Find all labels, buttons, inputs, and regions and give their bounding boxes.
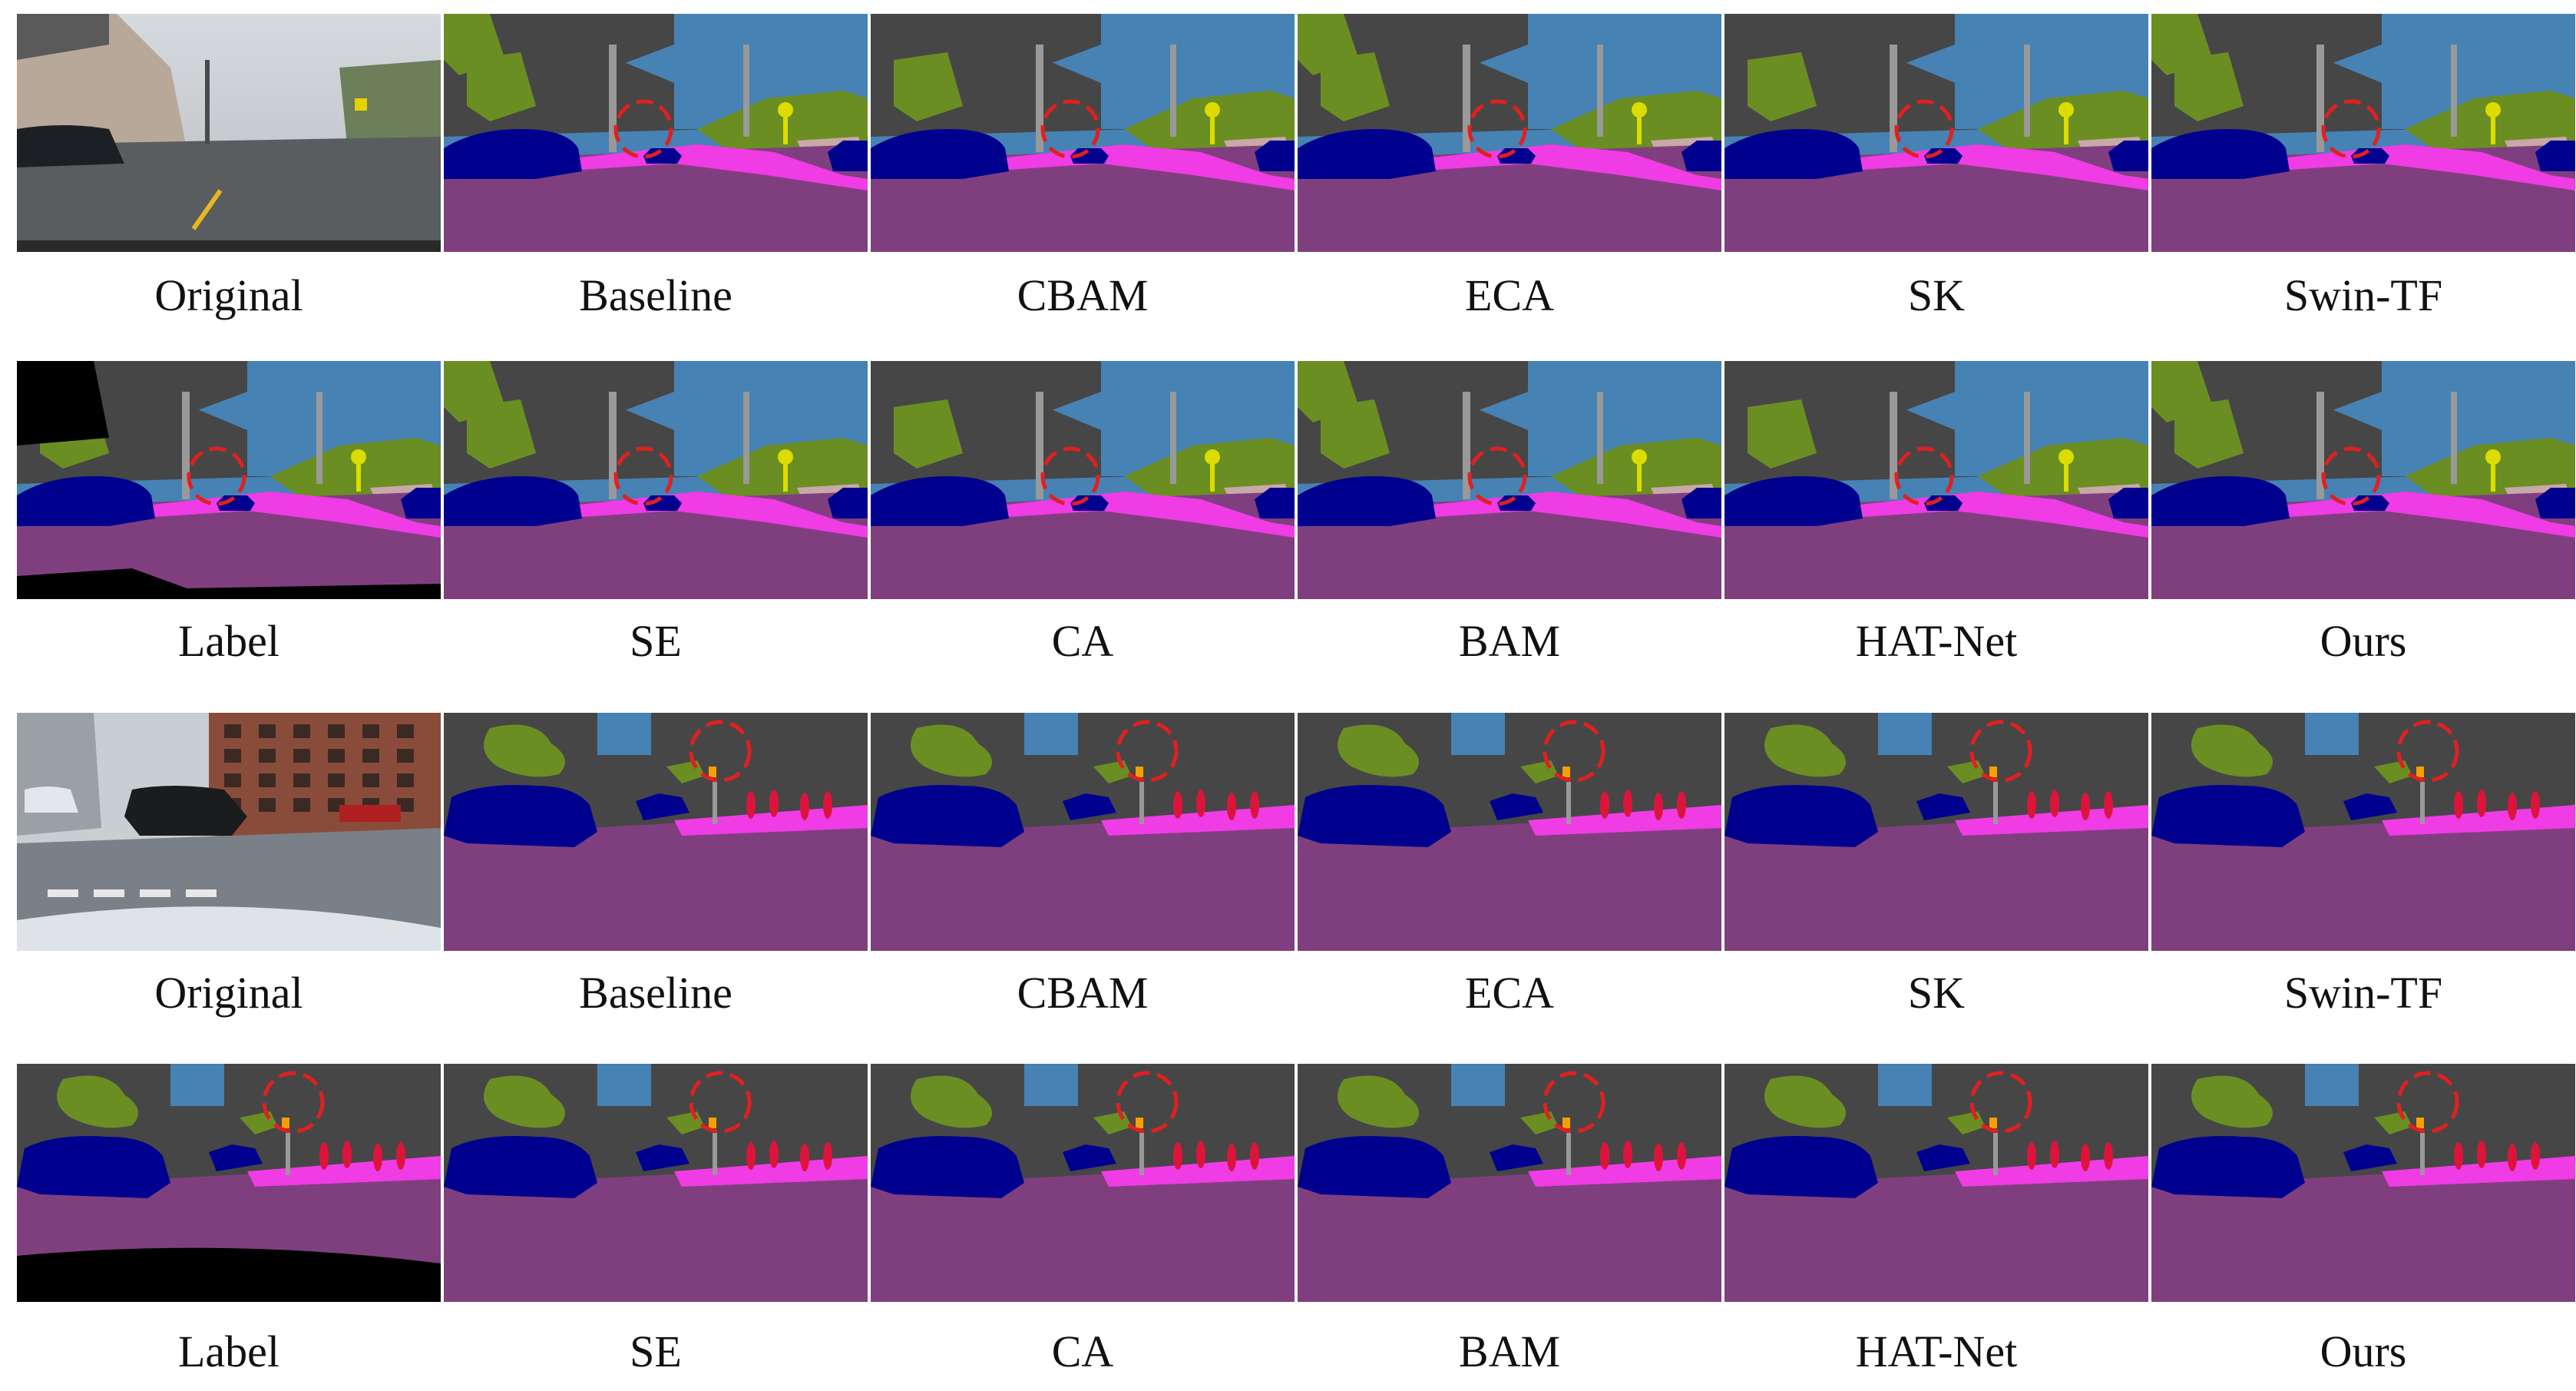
panel-caption: SE <box>630 1326 682 1376</box>
panel-image <box>871 14 1295 252</box>
panel-image <box>2151 361 2575 599</box>
panel-image <box>1724 361 2148 599</box>
panel-caption: Ours <box>2320 616 2407 666</box>
segmentation-result-1-1-6 <box>2151 14 2575 252</box>
panel-image <box>871 361 1295 599</box>
panel-caption: BAM <box>1458 616 1561 666</box>
panel-caption: SE <box>630 616 682 666</box>
panel-image <box>1298 361 1721 599</box>
panel-image <box>871 1064 1295 1302</box>
segmentation-result-2-2-4 <box>1298 1064 1721 1302</box>
segmentation-result-2-1-6 <box>2151 713 2575 951</box>
panel-image <box>17 1064 441 1302</box>
segmentation-result-1-2-3 <box>871 361 1295 599</box>
ground-truth-label-2-2-1 <box>17 1064 441 1302</box>
panel-caption: BAM <box>1458 1326 1561 1376</box>
panel-caption: CA <box>1051 1326 1114 1376</box>
segmentation-result-2-1-3 <box>871 713 1295 951</box>
original-photo-1-1-1 <box>17 14 441 252</box>
panel-image <box>1298 14 1721 252</box>
panel-image <box>1298 713 1721 951</box>
segmentation-result-2-1-5 <box>1724 713 2148 951</box>
original-photo-2-1-1 <box>17 713 441 951</box>
panel-image <box>2151 14 2575 252</box>
segmentation-result-2-2-6 <box>2151 1064 2575 1302</box>
segmentation-result-1-2-5 <box>1724 361 2148 599</box>
segmentation-result-2-1-4 <box>1298 713 1721 951</box>
panel-image <box>17 361 441 599</box>
panel-image <box>2151 713 2575 951</box>
panel-image <box>444 14 868 252</box>
panel-image <box>17 713 441 951</box>
segmentation-result-1-2-6 <box>2151 361 2575 599</box>
panel-image <box>871 713 1295 951</box>
panel-caption: Label <box>177 1326 280 1376</box>
segmentation-result-2-1-2 <box>444 713 868 951</box>
panel-image <box>444 1064 868 1302</box>
segmentation-result-1-2-2 <box>444 361 868 599</box>
panel-caption: Original <box>154 270 303 320</box>
panel-image <box>1724 713 2148 951</box>
panel-caption: ECA <box>1465 968 1554 1018</box>
panel-image <box>1724 14 2148 252</box>
panel-caption: SK <box>1907 270 1966 320</box>
panel-image <box>1298 1064 1721 1302</box>
panel-caption: HAT-Net <box>1855 616 2018 666</box>
panel-caption: Baseline <box>579 270 732 320</box>
panel-caption: CA <box>1051 616 1114 666</box>
panel-image <box>444 713 868 951</box>
segmentation-result-2-2-5 <box>1724 1064 2148 1302</box>
panel-caption: CBAM <box>1017 968 1149 1018</box>
panel-caption: CBAM <box>1017 270 1149 320</box>
segmentation-result-2-2-2 <box>444 1064 868 1302</box>
panel-image <box>2151 1064 2575 1302</box>
panel-caption: Baseline <box>579 968 732 1018</box>
panel-caption: Swin-TF <box>2283 968 2443 1018</box>
panel-caption: HAT-Net <box>1855 1326 2018 1376</box>
segmentation-result-1-2-4 <box>1298 361 1721 599</box>
segmentation-result-1-1-5 <box>1724 14 2148 252</box>
panel-image <box>17 14 441 252</box>
segmentation-result-1-1-4 <box>1298 14 1721 252</box>
panel-image <box>444 361 868 599</box>
panel-caption: Original <box>154 968 303 1018</box>
panel-caption: Ours <box>2320 1326 2407 1376</box>
panel-caption: Swin-TF <box>2283 270 2443 320</box>
segmentation-result-1-1-3 <box>871 14 1295 252</box>
panel-caption: Label <box>177 616 280 666</box>
segmentation-result-2-2-3 <box>871 1064 1295 1302</box>
segmentation-result-1-1-2 <box>444 14 868 252</box>
panel-caption: SK <box>1907 968 1966 1018</box>
panel-caption: ECA <box>1465 270 1554 320</box>
panel-image <box>1724 1064 2148 1302</box>
ground-truth-label-1-2-1 <box>17 361 441 599</box>
